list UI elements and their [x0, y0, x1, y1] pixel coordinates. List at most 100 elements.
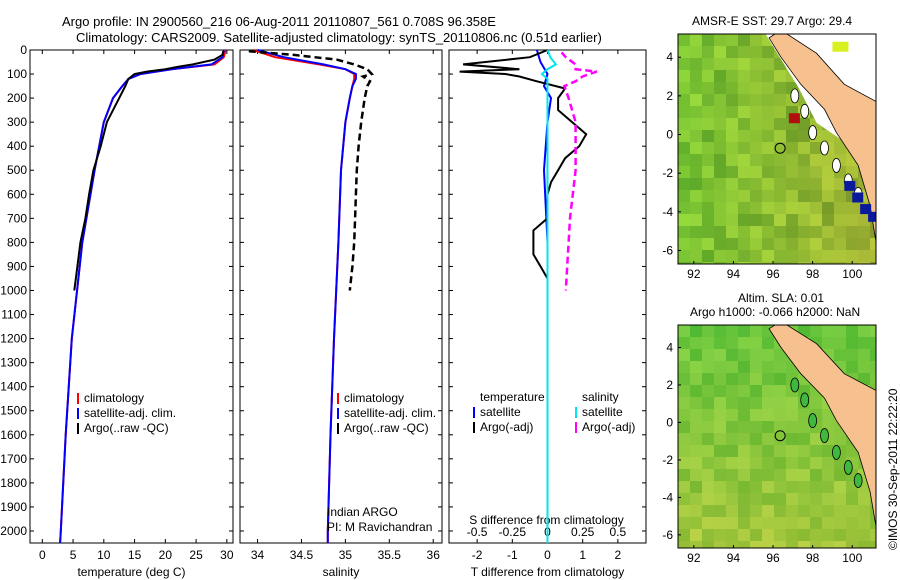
sst-anomaly-cell	[860, 204, 872, 215]
x-top-tick-label: -0.25	[499, 525, 527, 539]
sla-map-title-1: Altim. SLA: 0.01	[738, 291, 825, 305]
y-tick-label: 1900	[0, 500, 27, 514]
island	[808, 413, 818, 428]
x-tick-label: 96	[766, 551, 780, 565]
x-tick-label: 92	[687, 267, 701, 281]
island	[820, 140, 829, 156]
sla-map-title-2: Argo h1000: -0.066 h2000: NaN	[690, 305, 861, 319]
legend-label: Argo(-adj)	[582, 420, 635, 434]
plot-frame-1	[29, 49, 234, 544]
x-tick-label: 10	[97, 548, 111, 562]
legend-label: satellite-adj. clim.	[84, 406, 176, 420]
y-tick-label: 900	[7, 259, 27, 273]
x-top-tick-label: -0.5	[467, 525, 488, 539]
y-tick-label: -4	[662, 490, 673, 504]
island	[820, 428, 829, 443]
legend-header: temperature	[480, 390, 545, 404]
sst-anomaly-cell	[788, 113, 800, 124]
float-annotation: Indian ARGO	[327, 505, 398, 519]
x-tick-label: 2	[615, 548, 622, 562]
x-tick-label: 35.5	[378, 548, 402, 562]
y-tick-label: 200	[7, 91, 27, 105]
legend-label: climatology	[344, 391, 404, 405]
x-tick-label: 96	[766, 267, 780, 281]
y-tick-label: 800	[7, 235, 27, 249]
island	[790, 88, 800, 104]
x-tick-label: 25	[189, 548, 203, 562]
x-tick-label: 94	[727, 267, 741, 281]
y-tick-label: 1600	[0, 428, 27, 442]
island	[808, 125, 818, 140]
y-tick-label: 1500	[0, 404, 27, 418]
legend-label: satellite-adj. clim.	[344, 406, 436, 420]
map-frame	[677, 324, 877, 549]
x-top-tick-label: 0.25	[571, 525, 595, 539]
x-tick-label: 34.5	[290, 548, 314, 562]
legend-label: climatology	[84, 391, 144, 405]
series-line-climatology	[59, 49, 227, 544]
legend-label: Argo(..raw -QC)	[84, 421, 169, 435]
legend-label: satellite	[480, 405, 521, 419]
series-line-climatology	[252, 49, 356, 543]
pi-annotation: PI: M Ravichandran	[327, 520, 432, 534]
y-tick-label: 4	[666, 340, 673, 354]
x-tick-label: 36	[427, 548, 441, 562]
y-tick-label: 0	[20, 43, 27, 57]
y-tick-label: 1200	[0, 332, 27, 346]
y-tick-label: 1100	[1, 308, 27, 322]
x-tick-label: -2	[472, 548, 483, 562]
sst-map-title: AMSR-E SST: 29.7 Argo: 29.4	[692, 14, 853, 28]
x-tick-label: 15	[128, 548, 142, 562]
series-line-s-argo	[560, 51, 598, 291]
legend-header: salinity	[582, 390, 619, 404]
x-axis-label: T difference from climatology	[471, 565, 625, 579]
x-tick-label: 5	[70, 548, 77, 562]
x-tick-label: -1	[507, 548, 518, 562]
island	[832, 445, 841, 460]
series-line-satellite-adj. clim.	[59, 49, 225, 544]
y-tick-label: -6	[662, 528, 673, 542]
sst-map: 92 94 96 98 100 4 2 0 -2 -4 -6	[662, 33, 877, 281]
island	[853, 473, 863, 488]
y-tick-label: 400	[7, 139, 27, 153]
sst-anomaly-cell	[868, 211, 876, 222]
land-sumatra	[768, 34, 876, 245]
title-line-1: Argo profile: IN 2900560_216 06-Aug-2011…	[62, 14, 496, 29]
legend-label: Argo(..raw -QC)	[344, 421, 429, 435]
sst-anomaly-cell	[844, 180, 856, 191]
y-tick-label: 2	[666, 89, 673, 103]
title-line-2: Climatology: CARS2009. Satellite-adjuste…	[76, 30, 602, 45]
y-tick-label: 1000	[0, 283, 27, 297]
y-tick-label: 2000	[0, 524, 27, 538]
plot-frame-2	[239, 49, 443, 544]
series-line-t-argo	[459, 49, 588, 291]
x-tick-label: 34	[251, 548, 265, 562]
argo-position-marker	[774, 430, 786, 442]
series-line-Argo(..raw -QC)	[248, 49, 374, 291]
x-tick-label: 100	[842, 267, 862, 281]
x-axis-label: salinity	[323, 565, 360, 579]
y-tick-label: 600	[7, 187, 27, 201]
x-tick-label: 92	[687, 551, 701, 565]
sla-map: 92 94 96 98 100 4 2 0 -2 -4 -6	[662, 324, 877, 565]
x-tick-label: 35	[339, 548, 353, 562]
y-tick-label: 2	[666, 378, 673, 392]
island	[832, 158, 841, 173]
x-tick-label: 30	[220, 548, 234, 562]
land-sumatra	[768, 325, 876, 529]
y-tick-label: -4	[662, 205, 673, 219]
y-tick-label: 0	[666, 415, 673, 429]
series-line-t-satellite	[535, 49, 553, 543]
y-tick-label: 1800	[0, 476, 27, 490]
x-tick-label: 0	[39, 548, 46, 562]
island	[843, 460, 853, 475]
y-tick-label: 1300	[0, 356, 27, 370]
y-tick-label: 500	[7, 163, 27, 177]
y-tick-label: 1400	[0, 380, 27, 394]
y-tick-label: 0	[666, 128, 673, 142]
x-tick-label: 100	[842, 551, 862, 565]
x-tick-label: 94	[727, 551, 741, 565]
series-line-satellite-adj. clim.	[257, 49, 357, 543]
island	[790, 377, 800, 393]
